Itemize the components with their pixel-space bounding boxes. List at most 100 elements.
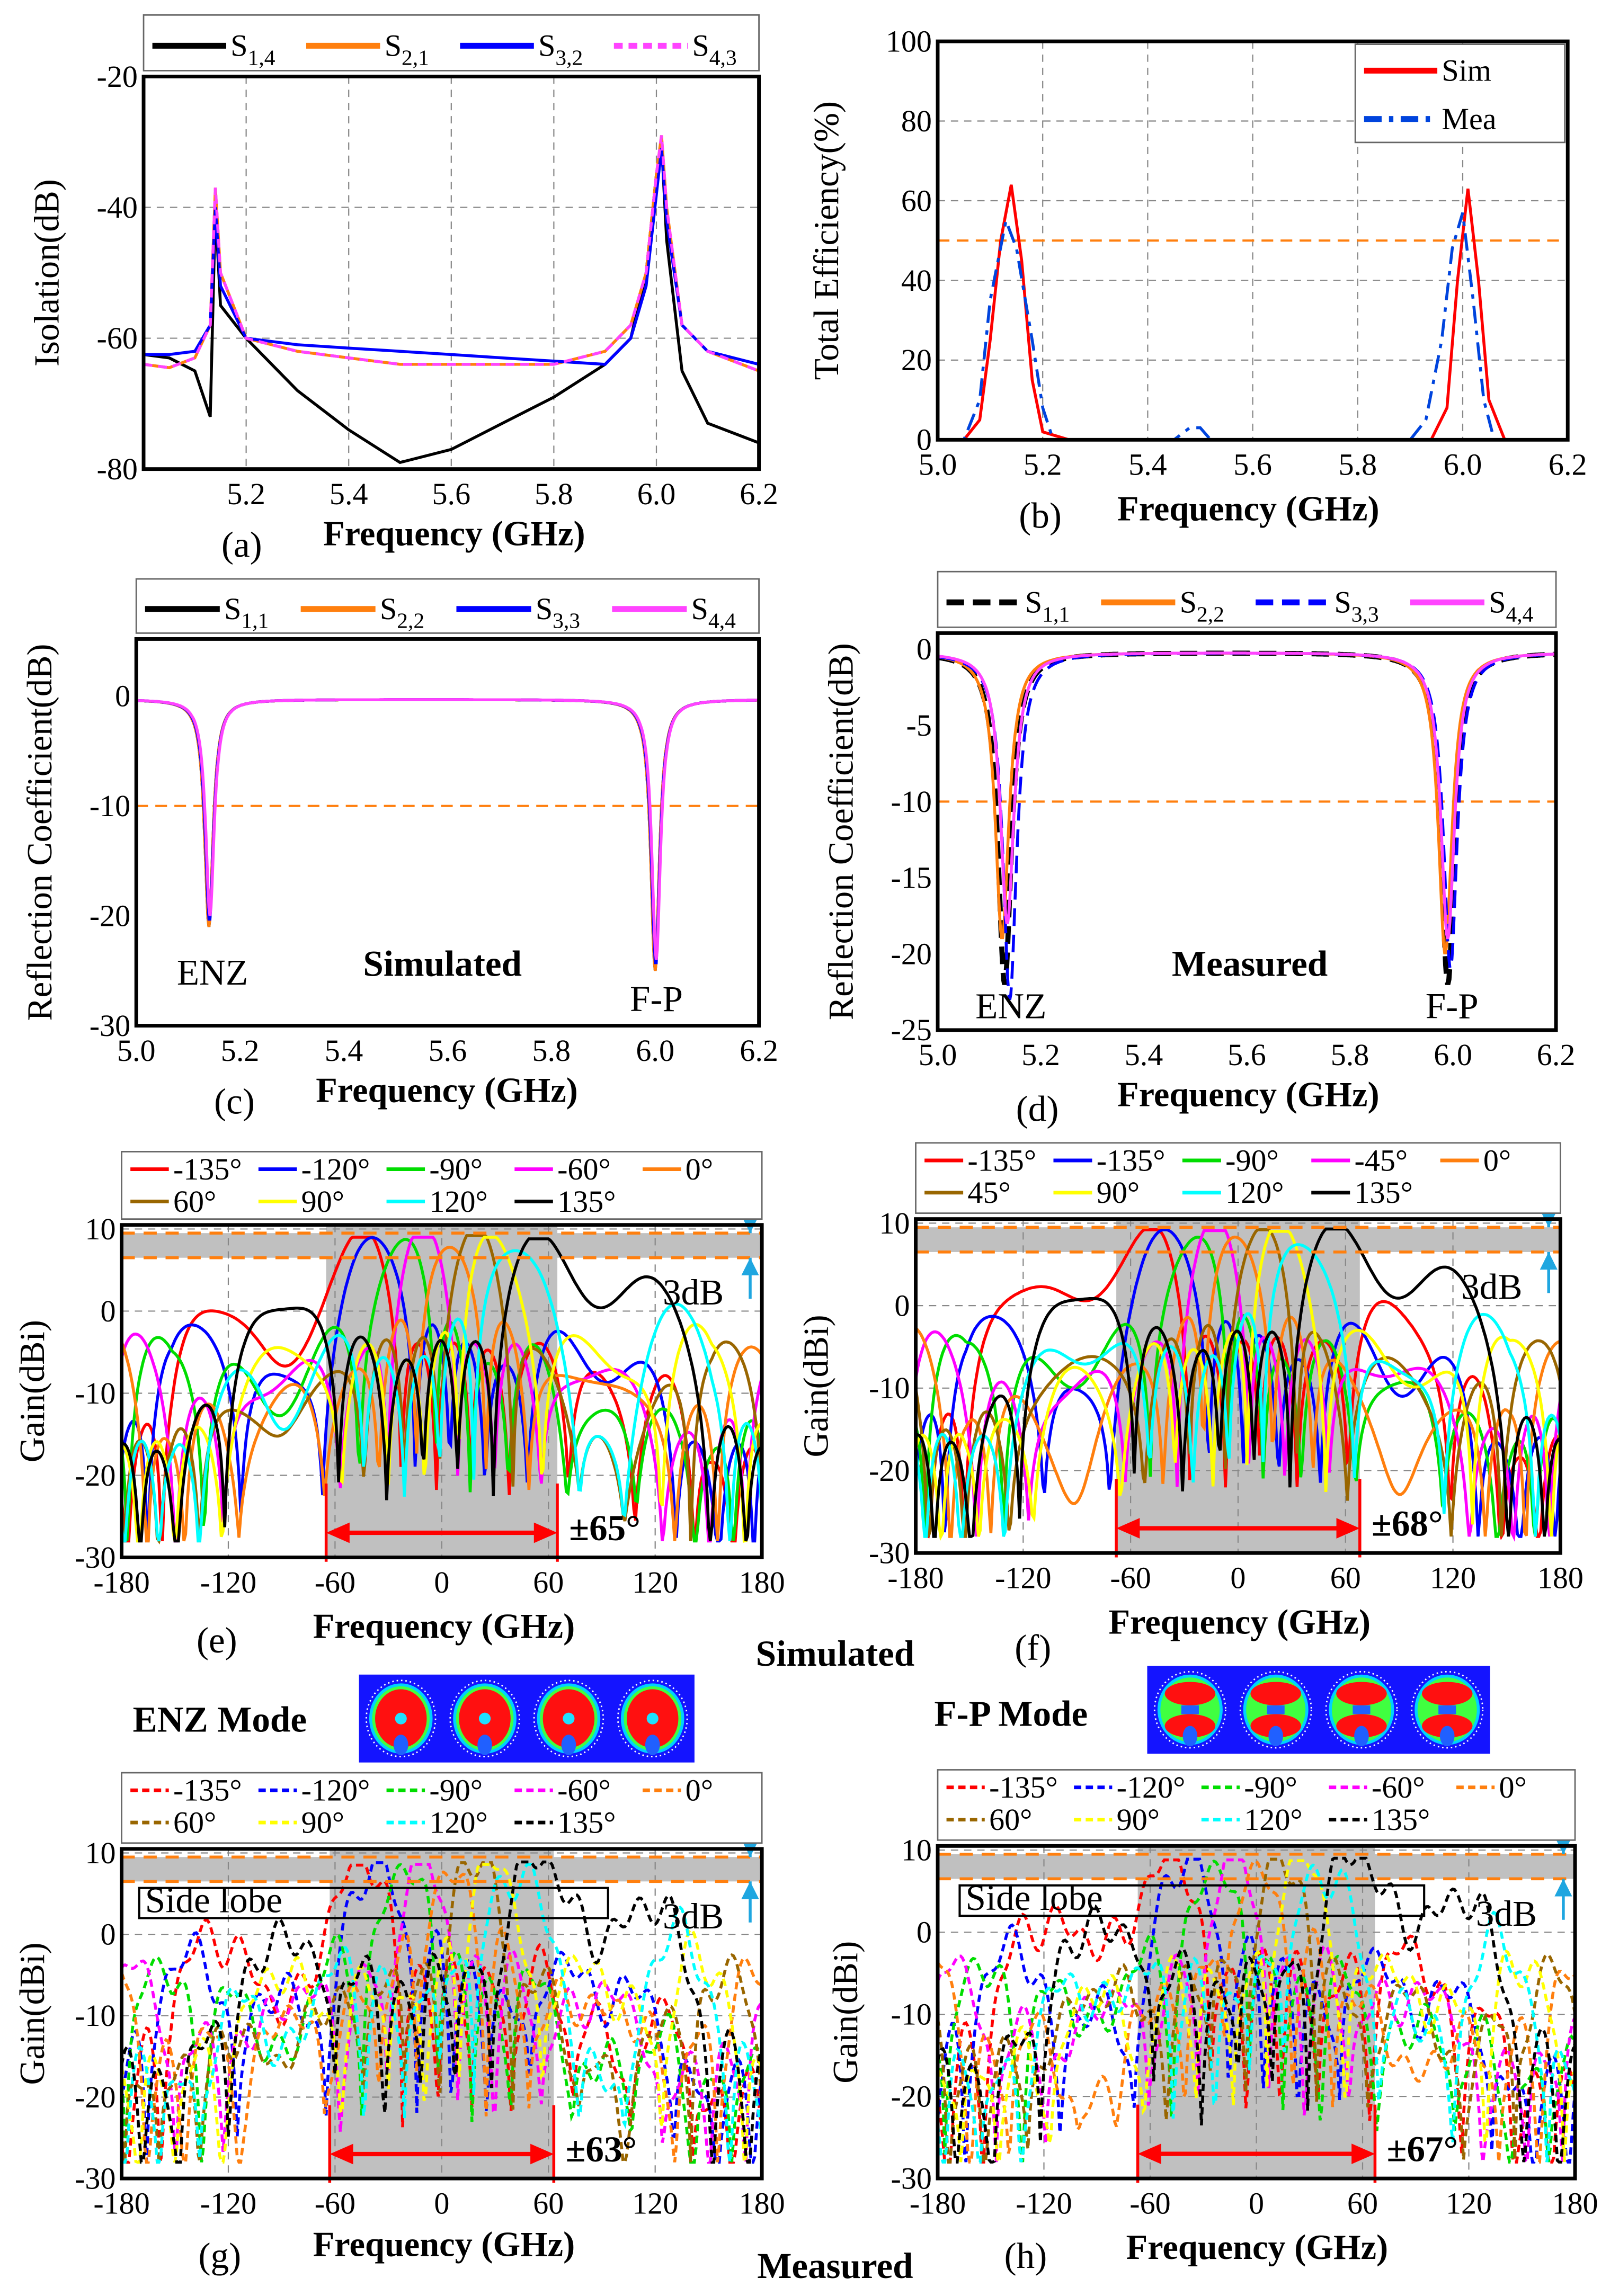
y-tick-label: 0 [917, 1915, 932, 1949]
legend-label: -60° [1372, 1770, 1425, 1804]
y-axis-label: Gain(dBi) [13, 1942, 52, 2085]
y-axis-label: Gain(dBi) [797, 1315, 836, 1457]
x-axis-label: Frequency (GHz) [1108, 1603, 1371, 1641]
annotation-label: ENZ [177, 952, 248, 993]
series-line-7 [121, 1249, 762, 1543]
series-line-2 [937, 1859, 1576, 2164]
annotation-label: ENZ [975, 986, 1046, 1026]
x-tick-label: 5.6 [429, 1033, 467, 1068]
x-tick-label: 6.2 [740, 1033, 778, 1068]
x-tick-label: -180 [93, 2186, 149, 2220]
x-axis-label: Frequency (GHz) [323, 514, 585, 553]
arrow-up-icon [741, 1257, 759, 1275]
legend-item: -90° [386, 1152, 483, 1186]
legend-item: 135° [514, 1805, 616, 1839]
legend-item: S4,4 [1410, 585, 1534, 626]
x-tick-label: 180 [1537, 1561, 1584, 1595]
legend: S1,1 S2,2 S3,3 S4,4 [937, 570, 1557, 628]
x-tick-label: 120 [1446, 2186, 1492, 2220]
y-tick-label: -20 [891, 936, 932, 971]
chart-panel-a: 5.2 5.4 5.6 5.8 6.0 6.2 -20 -40 -60 -80 Isolation(… [28, 14, 778, 565]
legend-item: S3,3 [456, 592, 580, 633]
series-line-3 [937, 651, 1556, 940]
series-line-8 [915, 1227, 1561, 1538]
legend-item: 135° [1329, 1802, 1430, 1837]
legend-item: 60° [130, 1805, 216, 1839]
x-axis-label: Frequency (GHz) [1126, 2228, 1389, 2267]
legend-item: 90° [258, 1184, 344, 1219]
series-line-3 [136, 698, 759, 960]
legend-label: 0° [1483, 1143, 1511, 1177]
arrow-up-icon [1540, 1252, 1558, 1270]
x-axis-label: Frequency (GHz) [313, 2226, 575, 2264]
legend-item: S4,4 [612, 592, 736, 633]
legend-item: -120° [258, 1773, 370, 1808]
legend-label: 60° [173, 1805, 216, 1839]
x-tick-label: -180 [93, 1565, 149, 1600]
chart-panel-b: 5.0 5.2 5.4 5.6 5.8 6.0 6.2 0 20 40 60 80 100 Total E… [807, 24, 1587, 535]
x-tick-label: 5.2 [1021, 1038, 1060, 1072]
y-tick-label: 10 [85, 1836, 115, 1870]
annotation-label: F-P [1426, 986, 1479, 1026]
legend-label: 135° [557, 1805, 616, 1839]
legend-label: S4,4 [691, 592, 736, 633]
legend-item: -60° [1329, 1770, 1425, 1804]
measured-label: Measured [757, 2245, 913, 2286]
legend-item: 0° [1440, 1143, 1511, 1177]
y-tick-label: -30 [869, 1536, 910, 1570]
arrow-left-icon [1137, 2143, 1161, 2164]
arrow-up-icon [1554, 1879, 1572, 1897]
legend-label: -120° [301, 1773, 370, 1808]
series-line-7 [121, 1863, 762, 2164]
legend-label: S2,2 [380, 592, 424, 633]
y-tick-label: -30 [90, 1008, 130, 1043]
series-line-3 [121, 1863, 762, 2164]
panel-label: (e) [197, 1620, 237, 1660]
x-axis-label: Frequency (GHz) [316, 1071, 578, 1110]
legend: -135° -120° -90° -60° 0° 60° 90° 120° 135° [121, 1772, 763, 1844]
series-line-1 [915, 1228, 1561, 1538]
legend-item: -60° [514, 1152, 611, 1186]
y-tick-label: -20 [869, 1453, 910, 1488]
3db-label: 3dB [663, 1272, 724, 1312]
y-tick-label: -10 [891, 784, 932, 819]
plot-frame [141, 74, 761, 471]
legend-item: -135° [130, 1773, 242, 1808]
y-tick-label: -15 [891, 861, 932, 895]
legend-item: 90° [258, 1805, 344, 1839]
arrow-left-icon [1116, 1518, 1140, 1539]
legend-item: S1,1 [946, 585, 1070, 626]
y-tick-label: -30 [75, 2161, 115, 2195]
y-tick-label: 0 [115, 679, 130, 713]
y-tick-label: 60 [901, 183, 932, 218]
panel-label: (a) [221, 524, 262, 565]
series-line-8 [121, 1860, 762, 2164]
legend: -135° -120° -90° -60° 0° 60° 90° 120° 135° [121, 1151, 763, 1220]
plot-frame [120, 1847, 764, 2181]
legend-item: -120° [1074, 1770, 1185, 1804]
legend-item: 0° [642, 1152, 713, 1186]
legend: -135° -135° -90° -45° 0° 45° 90° 120° 135° [915, 1142, 1561, 1214]
legend-item: -90° [1182, 1143, 1279, 1177]
legend-label: 90° [1117, 1802, 1160, 1837]
x-tick-label: -180 [887, 1561, 944, 1595]
x-tick-label: 120 [1430, 1561, 1476, 1595]
series-line-1 [937, 1857, 1576, 2164]
plot-frame [936, 39, 1570, 442]
y-tick-label: -10 [869, 1371, 910, 1405]
x-axis-label: Frequency (GHz) [1117, 489, 1380, 528]
legend-label: -60° [557, 1773, 611, 1808]
arrow-right-icon [1351, 2143, 1375, 2164]
legend-label: -135° [173, 1773, 242, 1808]
legend-label: S3,3 [1334, 585, 1378, 627]
legend-item: -90° [386, 1773, 483, 1808]
x-tick-label: 180 [739, 1565, 785, 1600]
y-axis-label: Gain(dBi) [13, 1320, 52, 1462]
y-tick-label: 80 [901, 104, 932, 138]
series-line-3 [144, 135, 759, 372]
legend-item: Mea [1364, 102, 1497, 136]
legend-label: 0° [686, 1773, 713, 1808]
legend-label: -60° [557, 1152, 611, 1186]
series-line-7 [937, 1863, 1576, 2164]
